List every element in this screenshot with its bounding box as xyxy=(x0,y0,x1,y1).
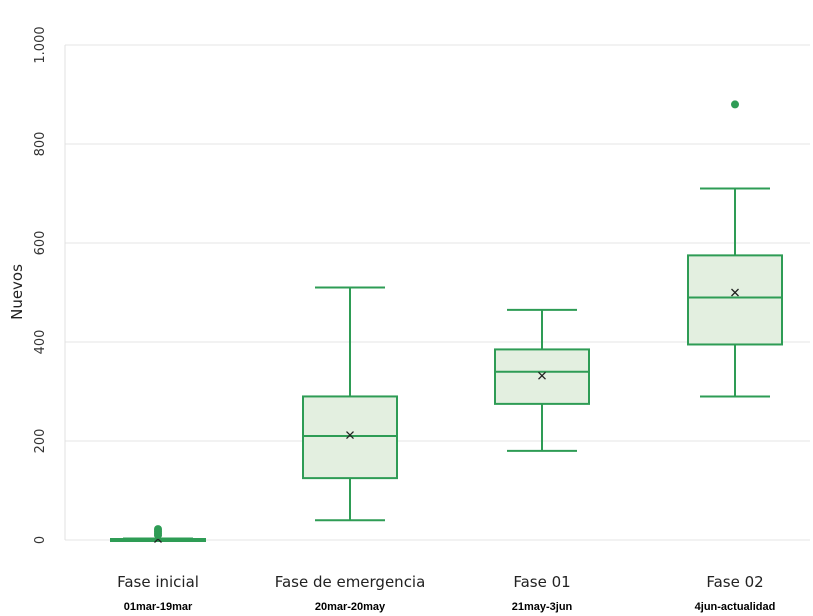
y-tick-label: 0 xyxy=(33,536,48,544)
date-range-label: 4jun-actualidad xyxy=(695,601,776,613)
box-1 xyxy=(110,525,206,543)
y-axis-title: Nuevos xyxy=(8,264,26,320)
y-tick-label: 600 xyxy=(33,231,48,256)
y-tick-label: 800 xyxy=(33,132,48,157)
category-label: Fase inicial xyxy=(117,573,199,591)
y-tick-label: 200 xyxy=(33,429,48,454)
gridlines xyxy=(65,44,810,541)
box-4 xyxy=(687,100,783,398)
mean-marker xyxy=(346,431,354,440)
iqr-box xyxy=(494,348,590,405)
box-3 xyxy=(494,308,590,452)
category-label: Fase 02 xyxy=(706,573,763,591)
outlier-point xyxy=(731,100,739,109)
category-label: Fase de emergencia xyxy=(275,573,426,591)
iqr-box xyxy=(302,395,398,480)
category-labels: Fase inicial 01mar-19mar Fase de emergenci… xyxy=(117,573,775,613)
outlier-point xyxy=(154,525,162,534)
date-range-label: 20mar-20may xyxy=(315,601,386,613)
box-2 xyxy=(302,286,398,522)
boxes xyxy=(110,100,783,543)
category-label: Fase 01 xyxy=(513,573,570,591)
y-tick-label: 1.000 xyxy=(33,26,48,63)
mean-marker xyxy=(538,371,546,380)
y-tick-label: 400 xyxy=(33,330,48,355)
y-tick-labels: 0 200 400 600 800 1.000 xyxy=(33,26,48,544)
date-range-label: 21may-3jun xyxy=(512,601,573,613)
iqr-box xyxy=(687,254,783,346)
mean-marker xyxy=(731,288,739,297)
date-range-label: 01mar-19mar xyxy=(124,601,193,613)
